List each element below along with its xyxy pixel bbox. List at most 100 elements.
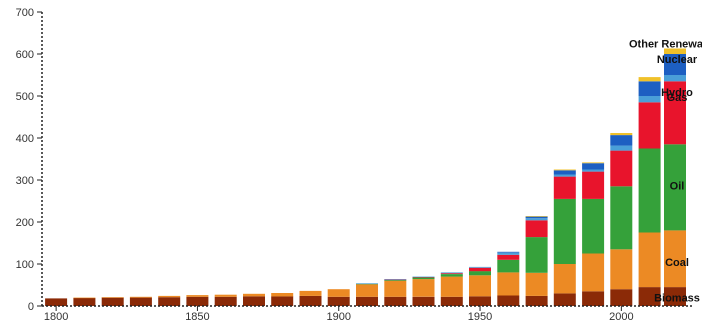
bar-coal-1910 (356, 284, 378, 297)
bar-coal-1860 (214, 294, 237, 297)
y-tick-label: 600 (16, 49, 34, 61)
y-tick-label: 100 (16, 259, 34, 271)
bar-hydro-1920 (384, 279, 407, 280)
bar-biomass-1930 (412, 296, 435, 306)
bar-oil-1950 (469, 271, 491, 276)
bar-other-renewables-1990 (582, 162, 605, 164)
bar-coal-1810 (73, 297, 96, 299)
bar-oil-1920 (384, 280, 407, 281)
bar-coal-1890 (299, 290, 322, 296)
bar-gas-1960 (497, 254, 520, 260)
bar-coal-1900 (327, 289, 350, 297)
bar-gas-2010 (638, 102, 661, 149)
bar-nuclear-1970 (525, 216, 548, 219)
bar-gas-1990 (582, 171, 605, 199)
bar-biomass-1960 (497, 295, 520, 306)
bar-nuclear-1980 (553, 170, 576, 175)
bar-biomass-1890 (299, 295, 322, 306)
bar-biomass-1980 (553, 293, 576, 306)
bar-hydro-1990 (582, 169, 605, 172)
bar-gas-2019 (664, 81, 686, 145)
bar-biomass-1940 (440, 296, 463, 306)
bar-oil-1990 (582, 198, 605, 254)
bar-coal-1960 (497, 272, 520, 296)
bar-oil-2000 (610, 186, 633, 250)
x-tick-label: 1850 (185, 311, 209, 322)
bar-gas-1940 (440, 273, 463, 274)
bar-oil-1980 (553, 198, 576, 264)
bar-coal-1980 (553, 264, 576, 294)
y-tick-label: 300 (16, 175, 34, 187)
y-tick-label: 500 (16, 91, 34, 103)
y-tick-label: 700 (16, 7, 34, 19)
bar-coal-1940 (440, 276, 463, 297)
bar-coal-1850 (186, 295, 209, 297)
bar-oil-2019 (664, 144, 686, 231)
x-tick-label: 1950 (468, 311, 492, 322)
bar-biomass-1810 (73, 298, 96, 306)
bar-biomass-1840 (158, 297, 181, 306)
bar-nuclear-2019 (664, 54, 686, 75)
bar-nuclear-2010 (638, 81, 661, 96)
bar-hydro-2000 (610, 145, 633, 151)
x-axis: 1800 1850 1900 1950 2000 (42, 305, 692, 322)
series-label-nuclear: Nuclear (657, 54, 698, 66)
bar-other-renewables-1980 (553, 169, 576, 171)
bar-coal-1830 (129, 296, 152, 298)
bar-coal-2010 (638, 232, 661, 288)
bar-nuclear-1960 (497, 251, 520, 253)
bar-coal-1880 (271, 293, 294, 297)
bar-biomass-1900 (327, 296, 350, 306)
bar-other-renewables-2019 (664, 48, 686, 54)
bar-oil-2010 (638, 148, 661, 233)
bar-coal-1820 (101, 297, 124, 298)
bar-oil-1940 (440, 274, 463, 277)
bar-biomass-1920 (384, 296, 407, 306)
bar-coal-1870 (243, 293, 265, 297)
bar-oil-1960 (497, 259, 520, 273)
bar-coal-1920 (384, 280, 407, 297)
bar-biomass-1880 (271, 296, 294, 306)
bar-gas-1980 (553, 176, 576, 199)
bar-coal-1950 (469, 275, 491, 297)
bar-biomass-2000 (610, 289, 633, 306)
series-label-coal: Coal (665, 257, 689, 269)
series-label-hydro: Hydro (661, 87, 693, 99)
bar-biomass-1830 (129, 297, 152, 306)
bar-nuclear-2000 (610, 135, 633, 146)
bar-biomass-1990 (582, 291, 605, 306)
bar-other-renewables-1970 (525, 216, 548, 217)
bar-coal-1930 (412, 279, 435, 297)
x-tick-label: 1800 (44, 311, 68, 322)
bar-gas-1920 (384, 279, 407, 281)
bar-coal-1970 (525, 272, 548, 296)
bar-biomass-1860 (214, 296, 237, 306)
y-tick-label: 400 (16, 133, 34, 145)
bar-hydro-1950 (469, 266, 491, 268)
bar-hydro-2019 (664, 75, 686, 82)
bar-biomass-2010 (638, 287, 661, 306)
bar-coal-2019 (664, 230, 686, 288)
bar-biomass-1820 (101, 297, 124, 306)
bar-hydro-2010 (638, 96, 661, 103)
y-axis: 0 100 200 300 400 500 600 700 (16, 7, 43, 313)
series-label-oil: Oil (670, 180, 685, 192)
bar-biomass-1950 (469, 296, 491, 306)
bar-biomass-1870 (243, 296, 265, 306)
bar-gas-1970 (525, 220, 548, 238)
bar-gas-1930 (412, 277, 435, 278)
bar-hydro-1940 (440, 272, 463, 274)
bar-hydro-1970 (525, 218, 548, 221)
bar-hydro-1930 (412, 276, 435, 278)
bar-nuclear-1990 (582, 163, 605, 170)
series-label-biomass: Biomass (654, 292, 700, 304)
bar-biomass-1800 (45, 298, 68, 306)
bar-other-renewables-2000 (610, 133, 633, 136)
bar-biomass-1910 (356, 296, 378, 306)
bar-gas-2000 (610, 150, 633, 187)
bar-biomass-1970 (525, 295, 548, 306)
y-tick-label: 0 (28, 301, 34, 313)
y-tick-label: 200 (16, 217, 34, 229)
